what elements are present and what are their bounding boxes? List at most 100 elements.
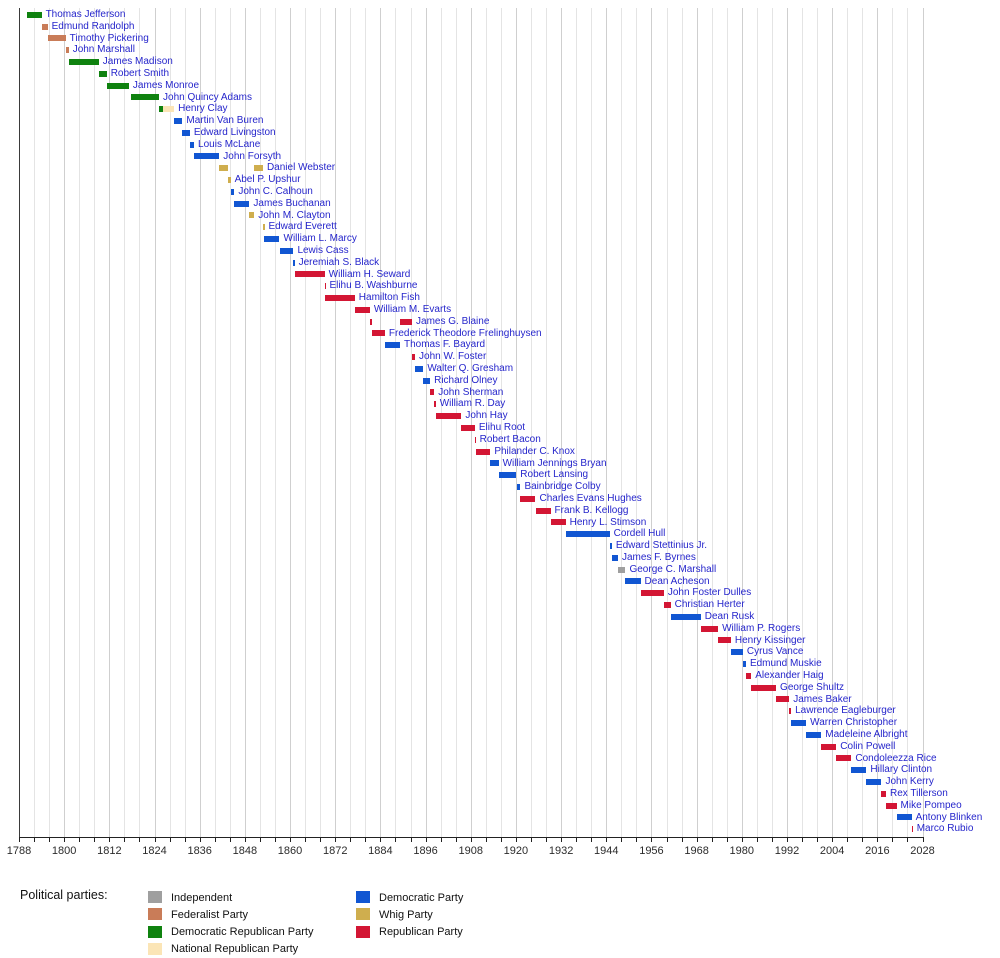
secretary-name: Cordell Hull	[613, 528, 666, 540]
secretary-name: Robert Bacon	[479, 433, 541, 445]
x-axis-tick	[696, 837, 698, 842]
legend-swatch-national-republican	[148, 942, 162, 955]
term-bar	[27, 11, 42, 18]
x-axis-tick-label: 1968	[684, 845, 709, 857]
secretary-name: Antony Blinken	[915, 811, 983, 823]
x-axis-tick	[109, 837, 111, 842]
term-bar	[254, 165, 263, 172]
x-axis-tick	[49, 837, 51, 842]
x-axis-tick	[651, 837, 653, 842]
secretary-name: Robert Lansing	[520, 469, 589, 481]
secretary-name: John C. Calhoun	[238, 186, 313, 198]
secretary-name: John Marshall	[72, 44, 135, 56]
x-axis-tick	[169, 837, 171, 842]
gridline-major	[335, 8, 337, 837]
term-bar	[65, 47, 69, 54]
gridline-minor	[576, 8, 578, 837]
secretary-name: Daniel Webster	[266, 162, 336, 174]
x-axis-tick	[591, 837, 593, 842]
gridline-minor	[847, 8, 849, 837]
x-axis-tick	[802, 837, 804, 842]
gridline-major	[470, 8, 472, 837]
x-axis-tick-label: 2004	[819, 845, 845, 857]
secretary-name: James Buchanan	[253, 197, 331, 209]
gridline-major	[561, 8, 563, 837]
x-axis-tick	[561, 837, 563, 842]
term-bar	[881, 790, 886, 797]
secretary-name: Martin Van Buren	[186, 115, 264, 127]
x-axis-tick	[606, 837, 608, 842]
legend-label-independent: Independent	[171, 891, 233, 904]
gridline-minor	[440, 8, 442, 837]
x-axis-tick	[470, 837, 472, 842]
gridline-minor	[862, 8, 864, 837]
term-bar	[69, 59, 99, 65]
x-axis-tick	[877, 837, 879, 842]
secretary-name: Marco Rubio	[916, 823, 974, 835]
x-axis-tick-label: 1848	[232, 845, 258, 857]
secretary-name: Elihu B. Washburne	[329, 280, 418, 292]
gridline-major	[786, 8, 788, 837]
x-axis-tick	[862, 837, 864, 842]
secretary-name: Richard Olney	[434, 374, 498, 386]
legend-swatch-republican	[356, 925, 370, 938]
term-bar	[194, 153, 220, 160]
gridline-minor	[817, 8, 819, 837]
x-axis-tick	[184, 837, 186, 842]
x-axis-tick	[922, 837, 924, 842]
x-axis-tick	[350, 837, 352, 842]
term-bar	[430, 389, 435, 396]
x-axis-tick	[259, 837, 261, 842]
secretary-name: Philander C. Knox	[494, 445, 575, 457]
secretary-name: Frank B. Kellogg	[554, 504, 629, 516]
term-bar	[279, 247, 294, 254]
term-bar	[700, 625, 719, 632]
gridline-minor	[274, 8, 276, 837]
x-axis-tick	[94, 837, 96, 842]
gridline-minor	[229, 8, 231, 837]
x-axis-tick	[79, 837, 81, 842]
term-bar	[640, 590, 664, 597]
term-bar	[896, 814, 912, 821]
term-bar	[230, 188, 235, 195]
secretary-name: Cyrus Vance	[746, 646, 804, 658]
x-axis-tick	[500, 837, 502, 842]
x-axis-tick-label: 1932	[548, 845, 574, 857]
secretary-name: James F. Byrnes	[621, 551, 696, 563]
term-bar	[415, 365, 424, 372]
x-axis-tick	[320, 837, 322, 842]
term-bar	[791, 719, 807, 726]
x-axis-tick	[847, 837, 849, 842]
secretary-name: Henry Clay	[178, 103, 228, 115]
gridline-minor	[184, 8, 186, 837]
gridline-minor	[546, 8, 548, 837]
secretary-name: Edmund Muskie	[749, 658, 822, 670]
gridline-major	[606, 8, 608, 837]
secretary-name: Edward Stettinius Jr.	[615, 540, 708, 552]
x-axis-tick-label: 1836	[187, 845, 212, 857]
x-axis-tick	[274, 837, 276, 842]
secretary-name: James Monroe	[132, 79, 200, 91]
secretary-name: James G. Blaine	[416, 315, 490, 327]
term-bar	[182, 129, 190, 136]
secretary-name: Henry L. Stimson	[569, 516, 647, 528]
x-axis-tick	[395, 837, 397, 842]
legend-label-republican: Republican Party	[379, 926, 463, 939]
x-axis-tick-label: 1824	[142, 845, 167, 857]
x-axis-tick-label: 1956	[639, 845, 664, 857]
term-bar	[663, 601, 671, 608]
gridline-minor	[756, 8, 758, 837]
x-axis-tick-label: 1800	[51, 845, 77, 857]
secretary-name: Charles Evans Hughes	[539, 492, 642, 504]
x-axis-tick-label: 1992	[774, 845, 800, 857]
gridline-major	[154, 8, 156, 837]
secretary-name: George C. Marshall	[629, 563, 717, 575]
secretary-name: Edmund Randolph	[51, 20, 135, 32]
gridline-major	[244, 8, 246, 837]
x-axis-tick	[666, 837, 668, 842]
gridline-minor	[365, 8, 367, 837]
gridline-minor	[350, 8, 352, 837]
term-bar	[106, 82, 129, 89]
gridline-major	[109, 8, 111, 837]
secretary-name: John Hay	[465, 410, 508, 422]
